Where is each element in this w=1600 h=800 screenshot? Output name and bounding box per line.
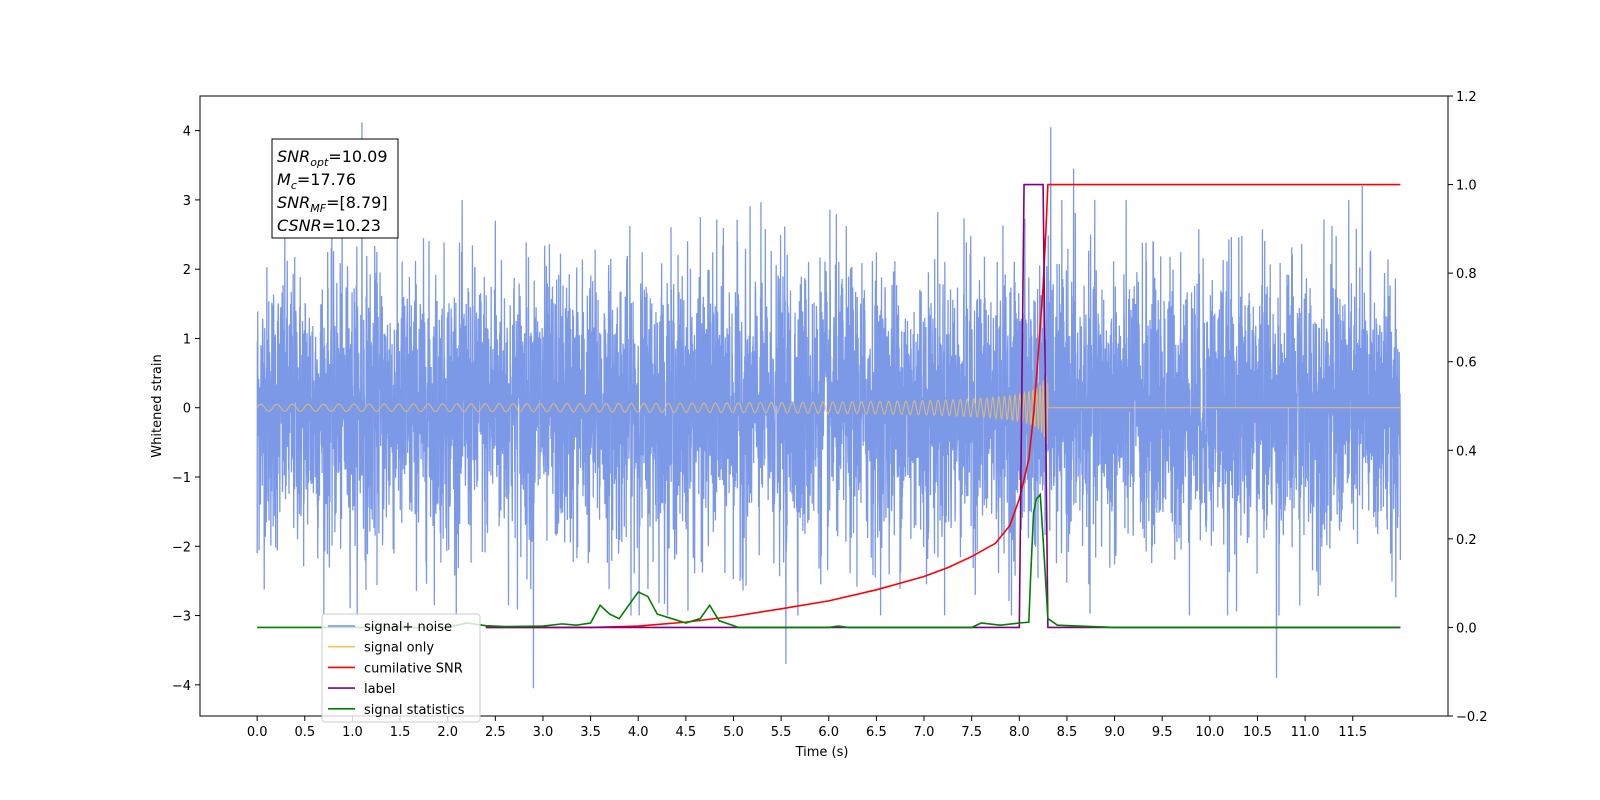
- series-layer: [256, 122, 1402, 689]
- x-tick-label: 0.5: [294, 725, 315, 740]
- y-axis-right: 1.2 1.0 0.8 0.6 0.4 0.2 0.0 −0.2: [1448, 90, 1488, 725]
- x-tick-label: 4.0: [628, 725, 649, 740]
- annotation-line: CSNR=10.23: [277, 216, 381, 235]
- x-tick-label: 7.5: [961, 725, 982, 740]
- annotation-line: SNRopt=10.09: [277, 147, 388, 169]
- y-left-tick-label: 3: [183, 194, 191, 209]
- legend-entry: signal statistics: [364, 703, 465, 718]
- x-tick-label: 1.0: [342, 725, 363, 740]
- y-left-tick-label: −3: [172, 610, 191, 625]
- x-tick-label: 8.5: [1057, 725, 1078, 740]
- x-tick-label: 0.0: [247, 725, 268, 740]
- annotation-value: =[8.79]: [326, 193, 388, 212]
- legend-frame: [321, 613, 481, 723]
- y-left-tick-label: 1: [183, 332, 191, 347]
- x-tick-label: 4.5: [676, 725, 697, 740]
- y-right-tick-label: 1.2: [1456, 90, 1477, 105]
- legend-entry: label: [364, 682, 395, 697]
- y-right-tick-label: 0.8: [1456, 267, 1477, 282]
- annotation-subscript: MF: [310, 202, 326, 215]
- x-tick-label: 1.5: [390, 725, 411, 740]
- y-right-tick-label: 0.4: [1456, 444, 1477, 459]
- annotation-symbol: M: [277, 170, 291, 189]
- annotation-value: =10.09: [328, 147, 387, 166]
- y-left-tick-label: 2: [183, 263, 191, 278]
- y-right-tick-label: 0.2: [1456, 533, 1477, 548]
- x-tick-label: 2.0: [437, 725, 458, 740]
- annotation-symbol: SNR: [277, 147, 310, 166]
- x-tick-label: 9.5: [1152, 725, 1173, 740]
- legend-entry: cumilative SNR: [364, 661, 463, 676]
- annotation-line: SNRMF=[8.79]: [277, 193, 388, 215]
- x-tick-label: 9.0: [1104, 725, 1125, 740]
- annotation-symbol: CSNR: [277, 216, 322, 235]
- annotation-value: =17.76: [297, 170, 356, 189]
- y-left-tick-label: 0: [183, 402, 191, 417]
- y-axis-label-left: Whitened strain: [150, 354, 165, 457]
- x-axis-label: Time (s): [795, 745, 849, 760]
- x-tick-label: 5.5: [771, 725, 792, 740]
- x-tick-label: 6.0: [818, 725, 839, 740]
- annotation-line: Mc=17.76: [277, 170, 356, 192]
- legend-entry: signal+ noise: [364, 620, 452, 635]
- x-tick-label: 3.5: [580, 725, 601, 740]
- x-tick-label: 7.0: [914, 725, 935, 740]
- x-tick-label: 5.0: [723, 725, 744, 740]
- y-axis-left: 4 3 2 1 0 −1 −2 −3 −4: [172, 125, 200, 694]
- annotation-subscript: opt: [310, 156, 329, 169]
- x-tick-label: 3.0: [533, 725, 554, 740]
- x-tick-label: 6.5: [866, 725, 887, 740]
- series-signal-statistics: [257, 492, 1401, 629]
- y-right-tick-label: 1.0: [1456, 179, 1477, 194]
- x-tick-label: 11.5: [1338, 725, 1367, 740]
- legend: signal+ noise signal only cumilative SNR la…: [321, 613, 481, 723]
- annotation-subscript: c: [291, 179, 297, 192]
- series-signal-noise: [256, 122, 1402, 689]
- x-tick-label: 2.5: [485, 725, 506, 740]
- y-left-tick-label: 4: [183, 125, 191, 140]
- x-tick-label: 8.0: [1009, 725, 1030, 740]
- series-cumulative-snr: [485, 183, 1401, 629]
- plot-frame: [199, 95, 1449, 717]
- x-axis: 0.0 0.5 1.0 1.5 2.0 2.5 3.0 3.5 4.0 4.5 5.0 5.5 6.0 6…: [247, 716, 1367, 740]
- series-signal-only: [256, 375, 1401, 445]
- annotation-frame: [271, 138, 399, 239]
- y-left-tick-label: −4: [172, 679, 191, 694]
- legend-entry: signal only: [364, 641, 434, 656]
- x-tick-label: 11.0: [1291, 725, 1320, 740]
- y-right-tick-label: −0.2: [1456, 710, 1488, 725]
- y-left-tick-label: −2: [172, 540, 191, 555]
- x-tick-label: 10.5: [1243, 725, 1272, 740]
- y-right-tick-label: 0.6: [1456, 356, 1477, 371]
- annotation-symbol: SNR: [277, 193, 310, 212]
- annotation-box: SNRopt=10.09Mc=17.76SNRMF=[8.79]CSNR=10.…: [271, 138, 399, 239]
- x-tick-label: 10.0: [1195, 725, 1224, 740]
- y-right-tick-label: 0.0: [1456, 621, 1477, 636]
- y-left-tick-label: −1: [172, 471, 191, 486]
- annotation-value: =10.23: [322, 216, 381, 235]
